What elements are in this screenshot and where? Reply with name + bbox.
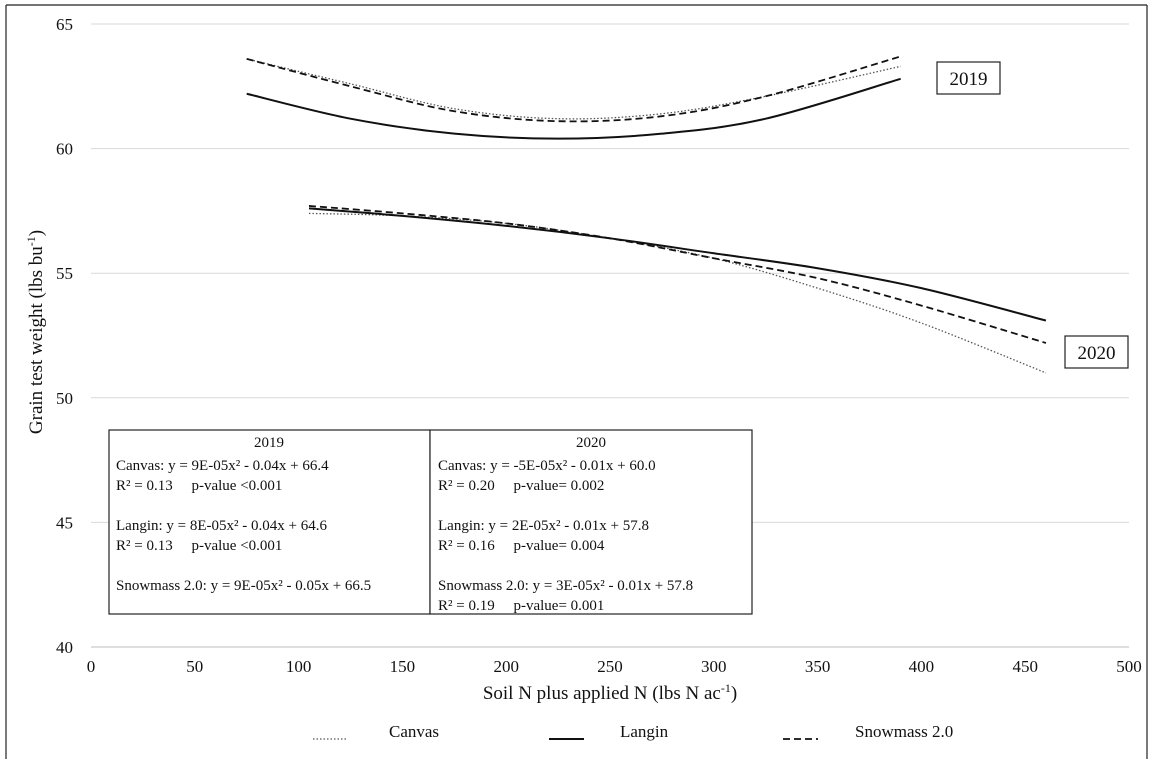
y-tick-label: 45 <box>56 513 73 532</box>
y-tick-label: 55 <box>56 264 73 283</box>
equation-line: Canvas: y = 9E-05x² - 0.04x + 66.4 <box>116 458 329 474</box>
equations-2019-lines: Canvas: y = 9E-05x² - 0.04x + 66.4 R² = 0… <box>116 458 371 594</box>
x-tick-label: 450 <box>1012 657 1038 676</box>
equation-line: R² = 0.20 p-value= 0.002 <box>438 478 604 494</box>
x-tick-label: 250 <box>597 657 623 676</box>
x-tick-label: 200 <box>493 657 519 676</box>
equation-line: R² = 0.13 p-value <0.001 <box>116 538 282 554</box>
year-label-2019-box: 2019 <box>936 61 1001 95</box>
x-tick-label: 500 <box>1116 657 1142 676</box>
series-line-langin-2020 <box>308 207 1047 322</box>
x-tick-label: 100 <box>286 657 312 676</box>
equations-2020-header: 2020 <box>576 435 606 451</box>
x-tick-label: 50 <box>186 657 203 676</box>
legend-label: Snowmass 2.0 <box>855 722 953 741</box>
x-tick-label: 150 <box>390 657 416 676</box>
x-axis-title: Soil N plus applied N (lbs N ac-1) <box>483 681 737 704</box>
equations-2019-cell <box>108 429 431 615</box>
tick-labels: 40 45 50 55 60 65 0 50 100 150 200 250 300 350 400 450 5… <box>56 15 1142 676</box>
equation-line: Langin: y = 8E-05x² - 0.04x + 64.6 <box>116 518 327 534</box>
year-label-2020: 2020 <box>1078 343 1116 364</box>
y-tick-label: 60 <box>56 140 73 159</box>
series-line-snowmass-2-0-2020 <box>308 205 1047 344</box>
series-line-snowmass-2-0-2019 <box>246 55 901 123</box>
equation-line: R² = 0.13 p-value <0.001 <box>116 478 282 494</box>
equations-2020-cell <box>429 429 753 615</box>
x-tick-label: 350 <box>805 657 831 676</box>
equation-line: Canvas: y = -5E-05x² - 0.01x + 60.0 <box>438 458 656 474</box>
equation-line: R² = 0.16 p-value= 0.004 <box>438 538 605 554</box>
equations-2020-lines: Canvas: y = -5E-05x² - 0.01x + 60.0 R² = … <box>438 458 693 614</box>
year-label-2020-box: 2020 <box>1064 335 1129 369</box>
equations-2019-header: 2019 <box>254 435 284 451</box>
legend: Canvas Langin Snowmass 2.0 <box>313 722 953 741</box>
equation-line: R² = 0.19 p-value= 0.001 <box>438 598 604 614</box>
x-tick-label: 0 <box>87 657 96 676</box>
x-tick-label: 300 <box>701 657 727 676</box>
year-label-2019: 2019 <box>950 69 988 90</box>
y-tick-label: 40 <box>56 638 73 657</box>
equation-line: Snowmass 2.0: y = 3E-05x² - 0.01x + 57.8 <box>438 578 693 594</box>
series-line-canvas-2020 <box>308 212 1047 374</box>
equation-line: Snowmass 2.0: y = 9E-05x² - 0.05x + 66.5 <box>116 578 371 594</box>
legend-label: Canvas <box>389 722 439 741</box>
y-axis-title: Grain test weight (lbs bu-1) <box>24 230 47 434</box>
series-line-langin-2019 <box>246 77 901 140</box>
legend-label: Langin <box>620 722 669 741</box>
equation-line: Langin: y = 2E-05x² - 0.01x + 57.8 <box>438 518 649 534</box>
series-lines <box>246 55 1047 374</box>
y-tick-label: 65 <box>56 15 73 34</box>
equations-box: 2019 2020 Canvas: y = 9E-05x² - 0.04x + … <box>108 429 753 615</box>
y-tick-label: 50 <box>56 389 73 408</box>
x-tick-label: 400 <box>909 657 935 676</box>
